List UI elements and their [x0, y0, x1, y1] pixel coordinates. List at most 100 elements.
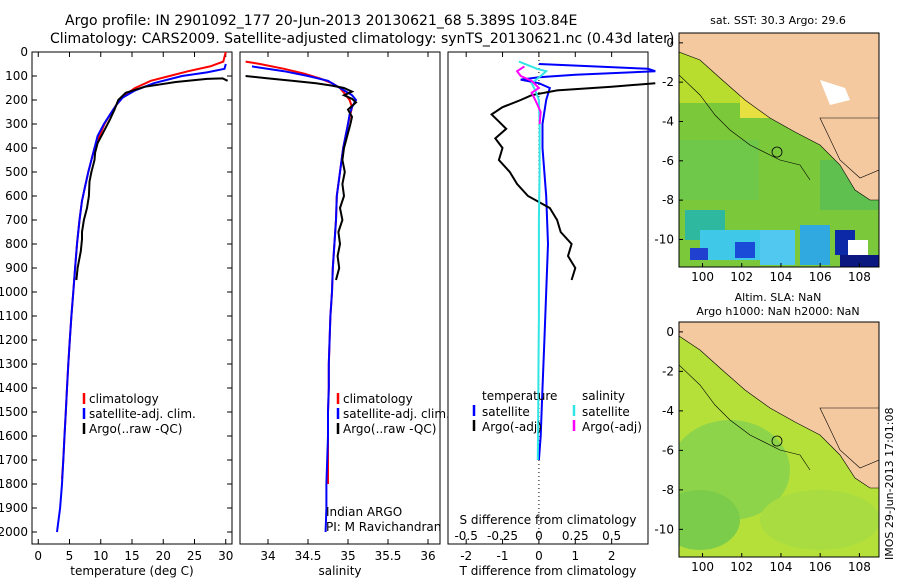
x-tick-label: 30 — [218, 549, 233, 563]
map-x-tick-label: 108 — [848, 270, 871, 284]
x-tick-label: 0 — [34, 549, 42, 563]
map-y-tick-label: -2 — [662, 364, 674, 378]
x-tick-label: 35.5 — [375, 549, 402, 563]
legend-climatology: climatology — [343, 392, 413, 406]
x-tick-label: 34 — [260, 549, 275, 563]
map-x-tick-label: 106 — [809, 560, 832, 574]
salinity-xlabel: salinity — [318, 564, 361, 578]
map-y-tick-label: -4 — [662, 404, 674, 418]
x-tick-label: 35 — [340, 549, 355, 563]
map-y-tick-label: -8 — [662, 483, 674, 497]
legend-satellite: satellite-adj. clim. — [343, 407, 450, 421]
title-line-2: Climatology: CARS2009. Satellite-adjuste… — [50, 31, 674, 47]
salinity-panel: 34 34.5 35 35.5 36 salinity climatology sate… — [239, 51, 450, 578]
annotation-program: Indian ARGO — [326, 505, 402, 519]
salinity-axes — [239, 51, 441, 545]
temperature-xlabel: temperature (deg C) — [70, 564, 193, 578]
y-tick-label: 200 — [5, 93, 28, 107]
map-x-tick-label: 108 — [848, 560, 871, 574]
x-tick-label: -1 — [497, 549, 509, 563]
top-tick-label: -0.5 — [454, 529, 477, 543]
map-x-tick-label: 102 — [730, 270, 753, 284]
salinity-legend: climatology satellite-adj. clim. Argo(..… — [336, 392, 450, 436]
s-difference-ticks: -0.5 -0.25 0 0.25 0.5 — [454, 529, 621, 543]
map-x-tick-label: 102 — [730, 560, 753, 574]
difference-panel: -2 -1 0 1 2 -0.5 -0.25 0 0.25 0.5 T difference f… — [447, 51, 656, 578]
x-tick-label: 2 — [608, 549, 616, 563]
y-tick-label: 1700 — [0, 453, 28, 467]
temperature-legend: climatology satellite-adj. clim. Argo(..… — [82, 392, 196, 436]
map-y-tick-label: 0 — [666, 325, 674, 339]
y-tick-label: 1500 — [0, 405, 28, 419]
imos-stamp: IMOS 29-Jun-2013 17:01:08 — [883, 407, 896, 560]
series-argo-raw-qc--line — [245, 75, 358, 281]
y-tick-label: 0 — [20, 45, 28, 59]
sst-field — [679, 33, 879, 267]
sla-map-title: Altim. SLA: NaN — [735, 291, 822, 304]
s-difference-label: S difference from climatology — [460, 513, 637, 527]
map-y-tick-label: -2 — [662, 75, 674, 89]
x-tick-label: 10 — [93, 549, 108, 563]
y-tick-label: 800 — [5, 237, 28, 251]
top-tick-label: 0.5 — [602, 529, 621, 543]
t-difference-ticks: -2 -1 0 1 2 — [460, 52, 615, 563]
y-tick-label: 900 — [5, 261, 28, 275]
map-x-tick-label: 104 — [770, 270, 793, 284]
series-salinity-argo-adj--line — [515, 65, 542, 125]
x-tick-label: 36 — [420, 549, 435, 563]
legend-sal-satellite: satellite — [582, 405, 630, 419]
temperature-axes — [31, 51, 233, 545]
x-tick-label: 20 — [156, 549, 171, 563]
y-tick-label: 1600 — [0, 429, 28, 443]
x-tick-label: 34.5 — [295, 549, 322, 563]
salinity-lines — [245, 60, 358, 533]
y-tick-label: 1300 — [0, 357, 28, 371]
sst-map-ticks: 100 102 104 106 108 0 -2 -4 -6 -8 -10 — [654, 36, 870, 284]
map-y-tick-label: -4 — [662, 114, 674, 128]
legend-temp-argo: Argo(-adj) — [482, 420, 542, 434]
y-tick-label: 1000 — [0, 285, 28, 299]
legend-argo: Argo(..raw -QC) — [343, 422, 436, 436]
x-tick-label: 25 — [187, 549, 202, 563]
y-tick-label: 1800 — [0, 477, 28, 491]
legend-salinity-heading: salinity — [582, 389, 625, 403]
top-tick-label: -0.25 — [487, 529, 518, 543]
series-temperature-argo-adj--line — [490, 82, 656, 281]
y-tick-label: 2000 — [0, 525, 28, 539]
temperature-ticks: 0 5 10 15 20 25 30 — [34, 52, 233, 563]
map-x-tick-label: 104 — [770, 560, 793, 574]
temperature-lines — [56, 51, 229, 533]
map-y-tick-label: -8 — [662, 193, 674, 207]
series-salinity-satellite-line — [518, 60, 549, 461]
y-tick-label: 600 — [5, 189, 28, 203]
legend-argo: Argo(..raw -QC) — [89, 422, 182, 436]
map-x-tick-label: 100 — [691, 270, 714, 284]
temperature-panel: 0100200300400500600700800900100011001200… — [0, 45, 648, 578]
sla-map-ticks: 100 102 104 106 108 0 -2 -4 -6 -8 -10 — [654, 325, 870, 574]
legend-satellite: satellite-adj. clim. — [89, 407, 196, 421]
y-tick-label: 700 — [5, 213, 28, 227]
sst-map-frame — [678, 32, 880, 268]
x-tick-label: 15 — [124, 549, 139, 563]
y-tick-label: 1100 — [0, 309, 28, 323]
sst-map-title: sat. SST: 30.3 Argo: 29.6 — [710, 14, 846, 27]
map-x-tick-label: 106 — [809, 270, 832, 284]
map-x-tick-label: 100 — [691, 560, 714, 574]
difference-legend: temperature satellite Argo(-adj) salinit… — [472, 389, 642, 434]
y-tick-label: 100 — [5, 69, 28, 83]
y-tick-label: 400 — [5, 141, 28, 155]
difference-lines — [490, 60, 656, 461]
legend-climatology: climatology — [89, 392, 159, 406]
annotation-pi: PI: M Ravichandran — [326, 520, 441, 534]
title-line-1: Argo profile: IN 2901092_177 20-Jun-2013… — [65, 13, 577, 29]
map-y-tick-label: -10 — [654, 232, 674, 246]
x-tick-label: 5 — [66, 549, 74, 563]
y-tick-label: 500 — [5, 165, 28, 179]
float-position-marker — [771, 435, 783, 447]
series-argo-raw-qc--line — [75, 77, 229, 281]
y-tick-label: 1900 — [0, 501, 28, 515]
y-tick-label: 300 — [5, 117, 28, 131]
map-y-tick-label: -6 — [662, 443, 674, 457]
top-tick-label: 0 — [535, 529, 543, 543]
